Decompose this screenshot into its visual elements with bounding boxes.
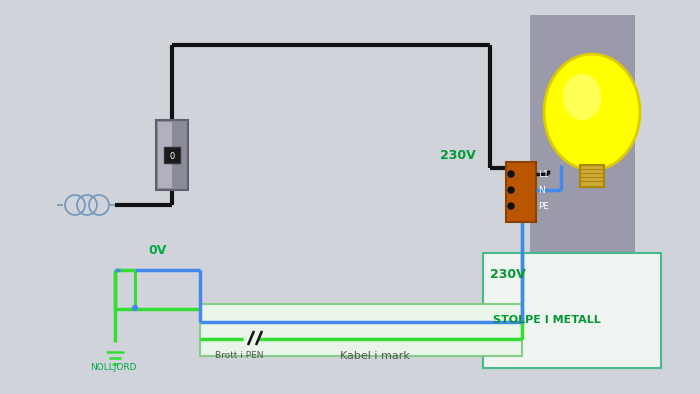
Text: 230V: 230V (490, 268, 526, 281)
Bar (164, 147, 180, 163)
Text: 0: 0 (169, 152, 174, 160)
Text: 230V: 230V (440, 149, 476, 162)
Bar (580, 165, 604, 187)
Text: STOLPE I METALL: STOLPE I METALL (493, 315, 601, 325)
Text: Kabel i mark: Kabel i mark (340, 351, 410, 361)
Circle shape (508, 187, 514, 193)
Ellipse shape (544, 54, 640, 170)
Bar (134, 272, 137, 310)
Text: 0V: 0V (148, 243, 167, 256)
Bar (200, 304, 522, 356)
Text: N: N (538, 186, 545, 195)
Circle shape (508, 171, 514, 177)
Circle shape (508, 203, 514, 209)
Bar (156, 120, 188, 190)
Bar (483, 253, 661, 368)
Circle shape (132, 305, 137, 310)
Ellipse shape (563, 74, 601, 120)
Text: NOLLJORD: NOLLJORD (90, 364, 136, 372)
Bar (530, 15, 635, 278)
Text: PE: PE (538, 201, 549, 210)
Bar (158, 122, 172, 188)
Text: L1: L1 (538, 169, 549, 178)
Bar (506, 162, 536, 222)
Text: Brott i PEN: Brott i PEN (215, 351, 263, 361)
